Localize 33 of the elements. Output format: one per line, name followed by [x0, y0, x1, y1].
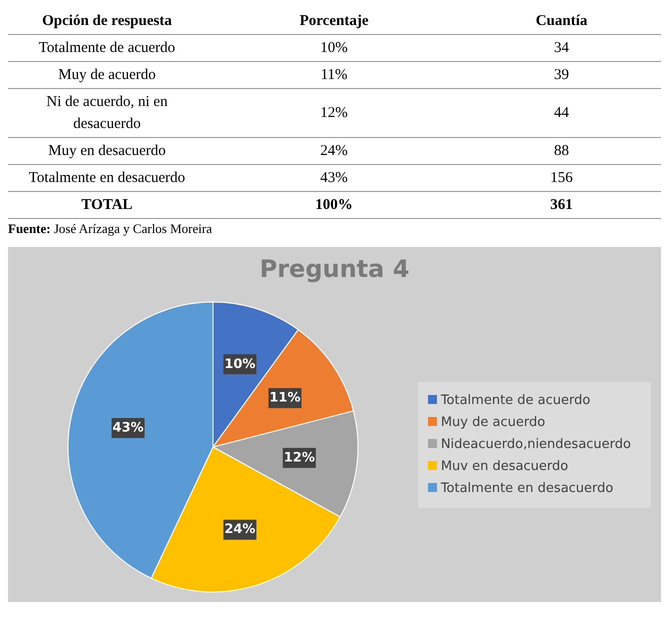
- text: 12%: [319, 104, 349, 123]
- text: Cuantía: [534, 12, 588, 31]
- legend-label: Totalmente en desacuerdo: [440, 480, 614, 496]
- source-note: Fuente: José Arízaga y Carlos Moreira: [8, 221, 213, 237]
- data-label: 11%: [269, 390, 301, 406]
- data-label: 12%: [284, 450, 315, 466]
- text: 156: [549, 169, 574, 188]
- text: Totalmente de acuerdo: [38, 39, 176, 58]
- legend-label: Totalmente de acuerdo: [440, 392, 590, 408]
- data-label: 24%: [224, 522, 256, 538]
- data-label: 10%: [224, 356, 256, 372]
- text: 88: [553, 142, 570, 161]
- text: 100%: [314, 196, 354, 215]
- text: Opción de respuesta: [41, 12, 173, 31]
- data-label: 43%: [112, 420, 144, 436]
- text: 10%: [319, 39, 349, 58]
- text: Muy de acuerdo: [57, 66, 157, 85]
- text: Totalmente en desacuerdo: [28, 169, 186, 188]
- text: 39: [553, 66, 570, 85]
- text: Porcentaje: [298, 12, 370, 31]
- chart-title: Pregunta 4: [258, 255, 410, 283]
- text: 11%: [320, 66, 349, 85]
- text: 24%: [319, 142, 349, 161]
- text: TOTAL: [80, 196, 134, 215]
- text: 43%: [319, 169, 349, 188]
- text: Ni de acuerdo, ni en desacuerdo: [45, 93, 169, 134]
- text: Muy en desacuerdo: [47, 142, 167, 161]
- text: 34: [553, 39, 570, 58]
- legend-label: Muv en desacuerdo: [440, 458, 568, 474]
- legend-label: Nideacuerdo,niendesacuerdo: [440, 436, 631, 452]
- text: 44: [553, 104, 570, 123]
- text: 361: [549, 196, 574, 215]
- legend-label: Muy de acuerdo: [440, 414, 546, 430]
